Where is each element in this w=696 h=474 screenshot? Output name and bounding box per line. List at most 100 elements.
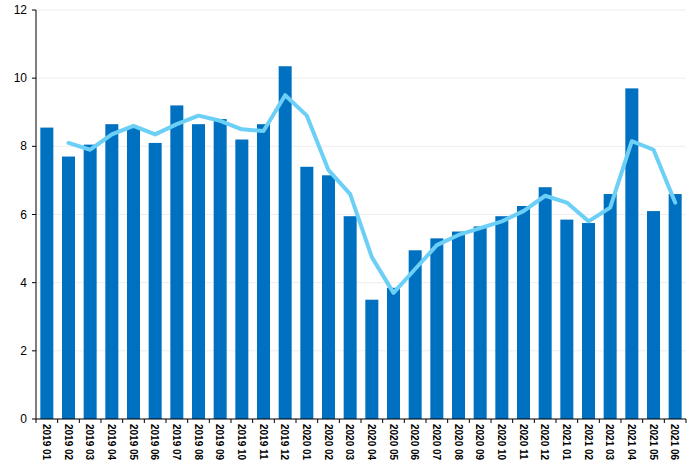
y-tick-label: 6 xyxy=(20,208,27,222)
bar xyxy=(387,288,400,419)
bar xyxy=(539,187,552,419)
x-tick-label: 2020 08 xyxy=(453,424,464,461)
x-tick xyxy=(577,419,578,423)
bar xyxy=(62,157,75,419)
bar xyxy=(279,66,292,419)
x-tick xyxy=(642,419,643,423)
x-tick-label: 2020 12 xyxy=(539,424,550,461)
x-tick-label: 2019 02 xyxy=(63,424,74,461)
bar xyxy=(214,119,227,419)
bar xyxy=(669,194,682,419)
x-tick-label: 2020 11 xyxy=(518,424,529,460)
bar xyxy=(430,238,443,419)
x-tick-label: 2019 11 xyxy=(258,424,269,460)
x-tick xyxy=(144,419,145,423)
bar xyxy=(257,124,270,419)
x-tick-label: 2021 06 xyxy=(669,424,680,461)
bar xyxy=(235,140,248,419)
x-tick-label: 2020 01 xyxy=(301,424,312,461)
x-tick-label: 2021 04 xyxy=(626,424,637,461)
grid-line xyxy=(36,78,686,79)
bar xyxy=(84,145,97,419)
bar xyxy=(582,223,595,419)
bar xyxy=(604,194,617,419)
x-tick xyxy=(404,419,405,423)
x-tick xyxy=(101,419,102,423)
x-tick xyxy=(621,419,622,423)
x-tick xyxy=(231,419,232,423)
bar xyxy=(300,167,313,419)
x-tick xyxy=(447,419,448,423)
x-tick-label: 2021 05 xyxy=(648,424,659,461)
x-tick-label: 2019 12 xyxy=(279,424,290,461)
x-tick xyxy=(361,419,362,423)
bar xyxy=(474,226,487,419)
y-tick-label: 8 xyxy=(20,139,27,153)
bar xyxy=(452,232,465,419)
y-tick-label: 10 xyxy=(14,71,28,85)
y-tick xyxy=(32,214,36,215)
x-tick xyxy=(664,419,665,423)
y-tick xyxy=(32,78,36,79)
bar xyxy=(170,105,183,419)
x-tick xyxy=(296,419,297,423)
x-tick xyxy=(339,419,340,423)
x-tick xyxy=(382,419,383,423)
x-tick xyxy=(512,419,513,423)
y-tick xyxy=(32,282,36,283)
x-tick-label: 2021 03 xyxy=(604,424,615,461)
x-tick-label: 2019 07 xyxy=(171,424,182,461)
bar xyxy=(40,128,53,419)
y-tick xyxy=(32,350,36,351)
x-tick-label: 2019 06 xyxy=(149,424,160,461)
plot-area xyxy=(40,66,681,419)
x-tick-label: 2019 10 xyxy=(236,424,247,461)
bar xyxy=(647,211,660,419)
bar xyxy=(495,216,508,419)
x-tick-label: 2020 03 xyxy=(344,424,355,461)
x-tick xyxy=(556,419,557,423)
x-tick xyxy=(599,419,600,423)
x-tick-label: 2020 05 xyxy=(388,424,399,461)
bar xyxy=(560,220,573,419)
x-tick xyxy=(122,419,123,423)
x-tick xyxy=(469,419,470,423)
y-tick-label: 4 xyxy=(20,276,27,290)
bar xyxy=(365,300,378,419)
x-tick-label: 2020 07 xyxy=(431,424,442,461)
x-tick-label: 2020 10 xyxy=(496,424,507,461)
x-tick xyxy=(36,419,37,423)
x-tick-label: 2019 08 xyxy=(193,424,204,461)
x-tick-label: 2020 06 xyxy=(409,424,420,461)
x-tick-label: 2019 03 xyxy=(84,424,95,461)
x-tick xyxy=(57,419,58,423)
x-tick xyxy=(209,419,210,423)
x-tick xyxy=(534,419,535,423)
y-tick xyxy=(32,10,36,11)
bar xyxy=(625,88,638,419)
chart: 0246810122019 012019 022019 032019 04201… xyxy=(0,0,696,474)
x-tick xyxy=(274,419,275,423)
x-tick xyxy=(252,419,253,423)
x-tick-label: 2019 04 xyxy=(106,424,117,461)
y-tick-label: 0 xyxy=(20,412,27,426)
bar xyxy=(322,175,335,419)
bar xyxy=(192,124,205,419)
bar xyxy=(149,143,162,419)
x-tick-label: 2020 09 xyxy=(474,424,485,461)
x-tick xyxy=(187,419,188,423)
x-tick xyxy=(166,419,167,423)
x-tick-label: 2021 01 xyxy=(561,424,572,461)
x-tick xyxy=(426,419,427,423)
line xyxy=(69,95,676,293)
bar xyxy=(517,206,530,419)
x-tick xyxy=(79,419,80,423)
y-tick xyxy=(32,419,36,420)
y-axis xyxy=(36,10,37,419)
y-tick-label: 2 xyxy=(20,344,27,358)
x-tick xyxy=(686,419,687,423)
x-tick-label: 2020 02 xyxy=(323,424,334,461)
x-tick-label: 2020 04 xyxy=(366,424,377,461)
bar xyxy=(344,216,357,419)
x-tick-label: 2021 02 xyxy=(583,424,594,461)
